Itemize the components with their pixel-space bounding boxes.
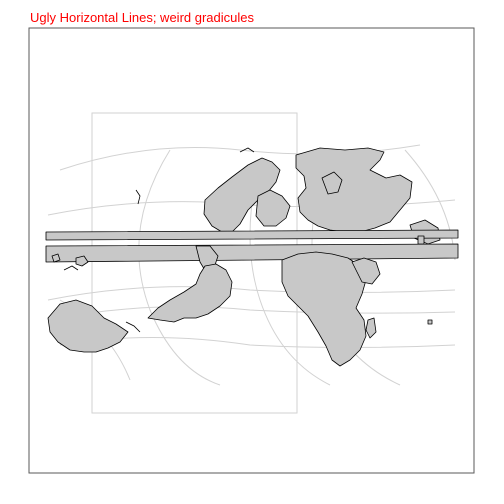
land <box>45 147 459 367</box>
land-antarctica <box>47 299 129 353</box>
land-south-america <box>147 263 233 323</box>
panel-border <box>28 27 475 474</box>
graticule-line <box>138 149 221 386</box>
band-artifact <box>45 229 459 241</box>
land-island <box>417 235 425 245</box>
coastline-fragment <box>135 189 141 205</box>
graticule-line <box>47 286 456 301</box>
land-hudson-region <box>255 189 291 227</box>
graticule-frame <box>91 112 298 414</box>
coastline-fragment <box>63 265 79 271</box>
graticule <box>47 112 456 414</box>
graticule-line <box>47 306 456 321</box>
plot-title: Ugly Horizontal Lines; weird gradicules <box>30 10 254 25</box>
land-arabia <box>351 257 381 285</box>
land-madagascar <box>365 317 377 339</box>
coastline-fragments <box>63 147 255 333</box>
land-eurasia <box>295 147 413 233</box>
land-island <box>51 253 61 263</box>
coastline-fragment <box>125 321 141 333</box>
land-island <box>75 255 89 267</box>
coastline-fragment <box>239 147 255 153</box>
land-africa <box>281 251 367 367</box>
band-artifact <box>45 243 459 263</box>
land-island <box>427 319 433 325</box>
land-scandinavia <box>321 171 343 195</box>
